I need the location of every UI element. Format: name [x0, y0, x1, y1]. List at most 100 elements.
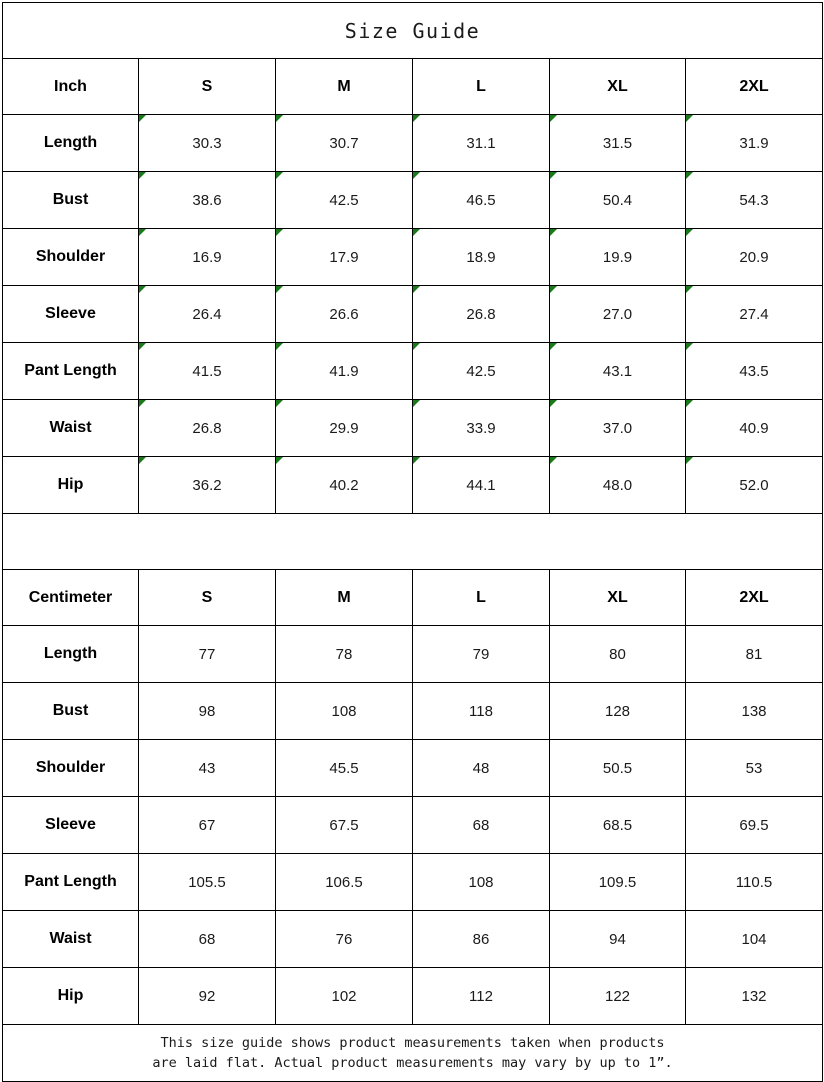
size-header-s: S — [138, 569, 276, 626]
measurement-value: 44.1 — [412, 456, 550, 514]
size-header-xl: XL — [549, 58, 686, 115]
measurement-value: 48 — [412, 739, 550, 797]
measurement-value: 33.9 — [412, 399, 550, 457]
measurement-label: Length — [2, 625, 139, 683]
measurement-value: 27.0 — [549, 285, 686, 343]
size-header-xl: XL — [549, 569, 686, 626]
measurement-value: 43.5 — [684, 342, 824, 400]
measurement-label: Hip — [2, 456, 139, 514]
measurement-row: Pant Length 105.5 106.5 108 109.5 110.5 — [2, 853, 824, 911]
measurement-value: 128 — [549, 682, 686, 740]
measurement-value: 26.8 — [412, 285, 550, 343]
measurement-label: Hip — [2, 967, 139, 1025]
measurement-value: 30.3 — [138, 114, 276, 172]
measurement-value: 92 — [138, 967, 276, 1025]
measurement-label: Sleeve — [2, 796, 139, 854]
measurement-row: Waist 68 76 86 94 104 — [2, 910, 824, 968]
footer-note: This size guide shows product measuremen… — [1, 1024, 824, 1082]
measurement-value: 16.9 — [138, 228, 276, 286]
measurement-value: 36.2 — [138, 456, 276, 514]
unit-header-inch: Inch — [2, 58, 139, 115]
measurement-value: 52.0 — [684, 456, 824, 514]
header-row-inch: Inch S M L XL 2XL — [2, 58, 824, 115]
title-row: Size Guide — [1, 2, 824, 59]
measurement-value: 26.8 — [138, 399, 276, 457]
measurement-value: 18.9 — [412, 228, 550, 286]
header-row-centimeter: Centimeter S M L XL 2XL — [2, 569, 824, 626]
measurement-value: 26.4 — [138, 285, 276, 343]
measurement-value: 27.4 — [684, 285, 824, 343]
measurement-value: 138 — [684, 682, 824, 740]
measurement-value: 79 — [412, 625, 550, 683]
footer-note-row: This size guide shows product measuremen… — [1, 1024, 824, 1082]
measurement-value: 68.5 — [549, 796, 686, 854]
spacer-cell — [1, 513, 824, 570]
measurement-value: 42.5 — [412, 342, 550, 400]
measurement-value: 48.0 — [549, 456, 686, 514]
measurement-value: 43 — [138, 739, 276, 797]
measurement-value: 54.3 — [684, 171, 824, 229]
measurement-value: 108 — [412, 853, 550, 911]
table-spacer-row — [1, 513, 824, 570]
measurement-row: Sleeve 26.4 26.6 26.8 27.0 27.4 — [2, 285, 824, 343]
size-header-s: S — [138, 58, 276, 115]
measurement-label: Pant Length — [2, 853, 139, 911]
measurement-value: 112 — [412, 967, 550, 1025]
measurement-value: 46.5 — [412, 171, 550, 229]
measurement-value: 50.4 — [549, 171, 686, 229]
measurement-value: 86 — [412, 910, 550, 968]
measurement-value: 31.9 — [684, 114, 824, 172]
measurement-row: Length 30.3 30.7 31.1 31.5 31.9 — [2, 114, 824, 172]
unit-header-centimeter: Centimeter — [2, 569, 139, 626]
measurement-value: 81 — [684, 625, 824, 683]
measurement-row: Waist 26.8 29.9 33.9 37.0 40.9 — [2, 399, 824, 457]
measurement-row: Shoulder 43 45.5 48 50.5 53 — [2, 739, 824, 797]
measurement-value: 41.5 — [138, 342, 276, 400]
measurement-value: 132 — [684, 967, 824, 1025]
footer-note-line-2: are laid flat. Actual product measuremen… — [152, 1055, 673, 1071]
measurement-value: 31.1 — [412, 114, 550, 172]
measurement-value: 109.5 — [549, 853, 686, 911]
measurement-label: Bust — [2, 171, 139, 229]
measurement-value: 26.6 — [275, 285, 413, 343]
measurement-label: Length — [2, 114, 139, 172]
measurement-value: 43.1 — [549, 342, 686, 400]
measurement-value: 94 — [549, 910, 686, 968]
measurement-value: 98 — [138, 682, 276, 740]
measurement-value: 40.9 — [684, 399, 824, 457]
measurement-row: Pant Length 41.5 41.9 42.5 43.1 43.5 — [2, 342, 824, 400]
size-header-l: L — [412, 569, 550, 626]
measurement-value: 67 — [138, 796, 276, 854]
measurement-value: 108 — [275, 682, 413, 740]
measurement-value: 20.9 — [684, 228, 824, 286]
measurement-value: 50.5 — [549, 739, 686, 797]
measurement-value: 69.5 — [684, 796, 824, 854]
measurement-value: 37.0 — [549, 399, 686, 457]
page-title: Size Guide — [1, 2, 824, 59]
size-header-m: M — [275, 569, 413, 626]
measurement-row: Sleeve 67 67.5 68 68.5 69.5 — [2, 796, 824, 854]
measurement-value: 76 — [275, 910, 413, 968]
size-header-2xl: 2XL — [684, 58, 824, 115]
measurement-row: Bust 38.6 42.5 46.5 50.4 54.3 — [2, 171, 824, 229]
measurement-value: 38.6 — [138, 171, 276, 229]
measurement-value: 77 — [138, 625, 276, 683]
measurement-label: Shoulder — [2, 739, 139, 797]
measurement-row: Length 77 78 79 80 81 — [2, 625, 824, 683]
measurement-value: 122 — [549, 967, 686, 1025]
measurement-value: 68 — [138, 910, 276, 968]
measurement-row: Hip 92 102 112 122 132 — [2, 967, 824, 1025]
measurement-value: 78 — [275, 625, 413, 683]
measurement-value: 118 — [412, 682, 550, 740]
measurement-row: Hip 36.2 40.2 44.1 48.0 52.0 — [2, 456, 824, 514]
measurement-value: 68 — [412, 796, 550, 854]
size-header-m: M — [275, 58, 413, 115]
measurement-value: 42.5 — [275, 171, 413, 229]
measurement-label: Waist — [2, 399, 139, 457]
measurement-value: 106.5 — [275, 853, 413, 911]
measurement-value: 17.9 — [275, 228, 413, 286]
measurement-row: Bust 98 108 118 128 138 — [2, 682, 824, 740]
measurement-value: 30.7 — [275, 114, 413, 172]
